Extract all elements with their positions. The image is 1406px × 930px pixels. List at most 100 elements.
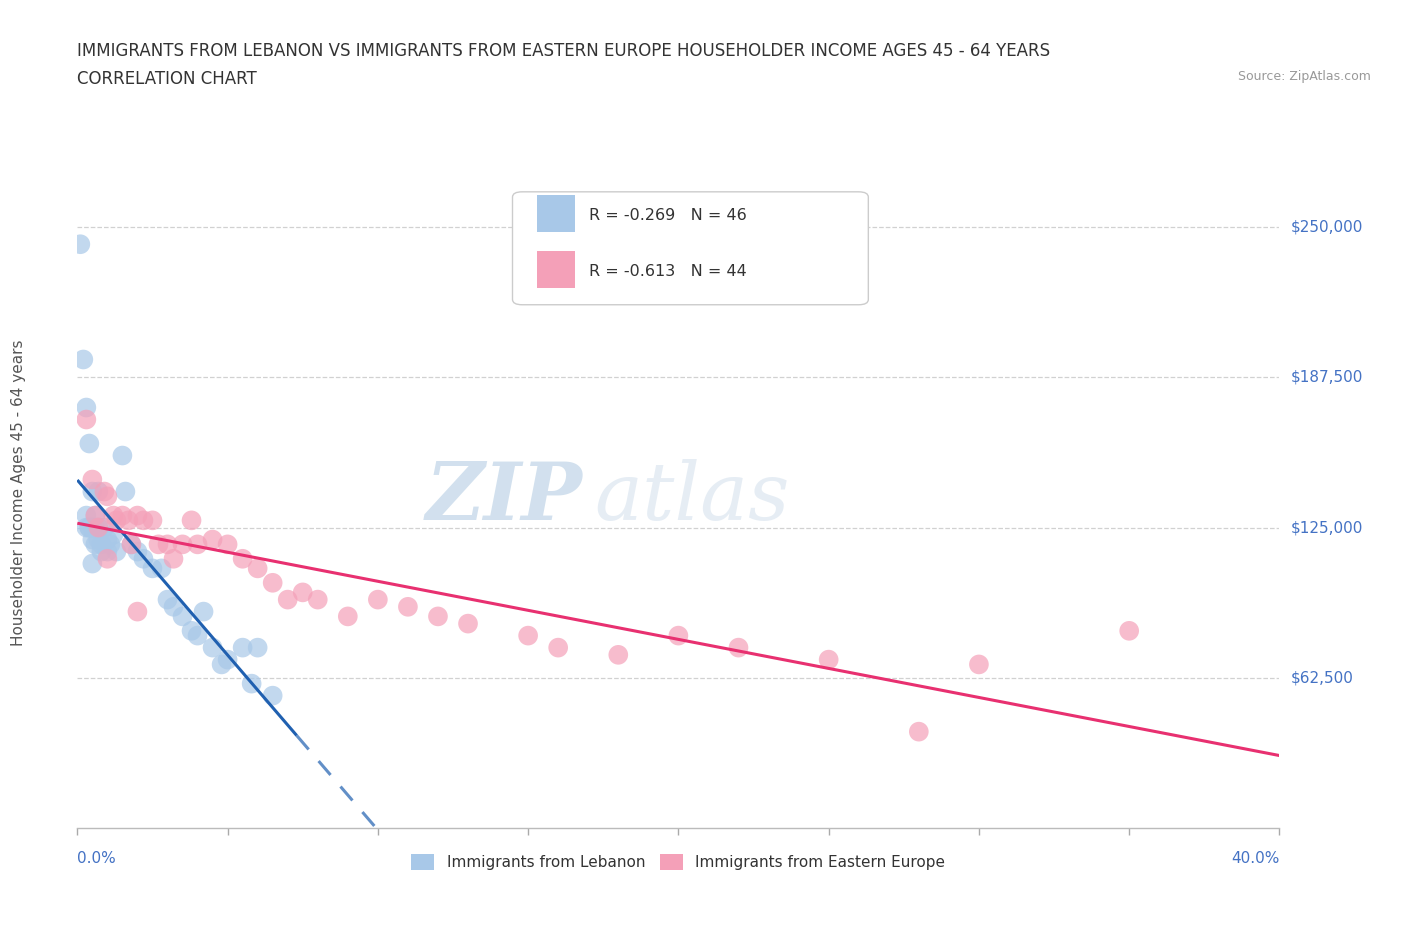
Point xyxy=(336,609,359,624)
Point xyxy=(162,551,184,566)
Point xyxy=(517,628,540,643)
Point xyxy=(141,513,163,528)
Point xyxy=(87,532,110,547)
Point xyxy=(232,551,254,566)
Point xyxy=(291,585,314,600)
Text: CORRELATION CHART: CORRELATION CHART xyxy=(77,70,257,87)
Point xyxy=(90,537,112,551)
Point xyxy=(262,576,284,591)
Point xyxy=(262,688,284,703)
Point xyxy=(93,485,115,499)
Point xyxy=(96,532,118,547)
Point xyxy=(201,640,224,655)
Point xyxy=(117,513,139,528)
Point xyxy=(82,556,104,571)
Point xyxy=(172,609,194,624)
Point xyxy=(82,520,104,535)
Text: ZIP: ZIP xyxy=(426,458,582,537)
Point xyxy=(132,551,155,566)
Text: $62,500: $62,500 xyxy=(1291,671,1354,685)
Point xyxy=(727,640,749,655)
Text: $125,000: $125,000 xyxy=(1291,520,1362,535)
Point xyxy=(162,599,184,614)
Text: atlas: atlas xyxy=(595,458,790,537)
Point xyxy=(396,599,419,614)
Point xyxy=(547,640,569,655)
Point xyxy=(148,537,170,551)
Text: Householder Income Ages 45 - 64 years: Householder Income Ages 45 - 64 years xyxy=(11,339,25,646)
Point xyxy=(111,508,134,523)
Point xyxy=(96,544,118,559)
Point xyxy=(82,532,104,547)
Point xyxy=(75,412,97,427)
Point xyxy=(90,544,112,559)
Point xyxy=(96,489,118,504)
Point xyxy=(172,537,194,551)
Point xyxy=(367,592,389,607)
Point xyxy=(103,527,125,542)
Point xyxy=(211,657,233,671)
Point xyxy=(817,652,839,667)
Point xyxy=(84,520,107,535)
Point xyxy=(193,604,215,619)
Point xyxy=(120,537,142,551)
Point xyxy=(93,520,115,535)
Text: R = -0.269   N = 46: R = -0.269 N = 46 xyxy=(589,207,747,223)
Point xyxy=(105,544,128,559)
Point xyxy=(246,640,269,655)
Point xyxy=(79,520,101,535)
Text: 0.0%: 0.0% xyxy=(77,851,117,866)
Point xyxy=(84,508,107,523)
Point xyxy=(114,485,136,499)
Point xyxy=(82,485,104,499)
Point xyxy=(84,537,107,551)
Point xyxy=(87,485,110,499)
Point xyxy=(180,513,202,528)
Text: Source: ZipAtlas.com: Source: ZipAtlas.com xyxy=(1237,70,1371,83)
Bar xyxy=(537,251,575,287)
Point xyxy=(186,537,209,551)
Point xyxy=(427,609,450,624)
Point xyxy=(75,400,97,415)
Point xyxy=(607,647,630,662)
Point xyxy=(967,657,990,671)
Point xyxy=(240,676,263,691)
FancyBboxPatch shape xyxy=(513,192,869,305)
Point xyxy=(217,652,239,667)
Text: IMMIGRANTS FROM LEBANON VS IMMIGRANTS FROM EASTERN EUROPE HOUSEHOLDER INCOME AGE: IMMIGRANTS FROM LEBANON VS IMMIGRANTS FR… xyxy=(77,42,1050,60)
Point xyxy=(217,537,239,551)
Point xyxy=(111,448,134,463)
Point xyxy=(105,513,128,528)
Point xyxy=(150,561,173,576)
Point xyxy=(87,520,110,535)
Point xyxy=(82,472,104,487)
Text: $250,000: $250,000 xyxy=(1291,219,1362,235)
Point xyxy=(69,237,91,252)
Point xyxy=(120,537,142,551)
Point xyxy=(668,628,690,643)
Point xyxy=(232,640,254,655)
Point xyxy=(100,537,122,551)
Point xyxy=(908,724,931,739)
Point xyxy=(277,592,299,607)
Point xyxy=(180,623,202,638)
Point xyxy=(103,508,125,523)
Point xyxy=(84,508,107,523)
Point xyxy=(79,436,101,451)
Point xyxy=(79,520,101,535)
Point xyxy=(87,520,110,535)
Point xyxy=(127,544,149,559)
Point xyxy=(246,561,269,576)
Point xyxy=(201,532,224,547)
Legend: Immigrants from Lebanon, Immigrants from Eastern Europe: Immigrants from Lebanon, Immigrants from… xyxy=(405,848,952,876)
Point xyxy=(96,551,118,566)
Point xyxy=(75,520,97,535)
Point xyxy=(156,537,179,551)
Point xyxy=(457,617,479,631)
Point xyxy=(72,352,94,367)
Text: R = -0.613   N = 44: R = -0.613 N = 44 xyxy=(589,263,747,279)
Point xyxy=(1118,623,1140,638)
Point xyxy=(156,592,179,607)
Point xyxy=(127,508,149,523)
Point xyxy=(75,508,97,523)
